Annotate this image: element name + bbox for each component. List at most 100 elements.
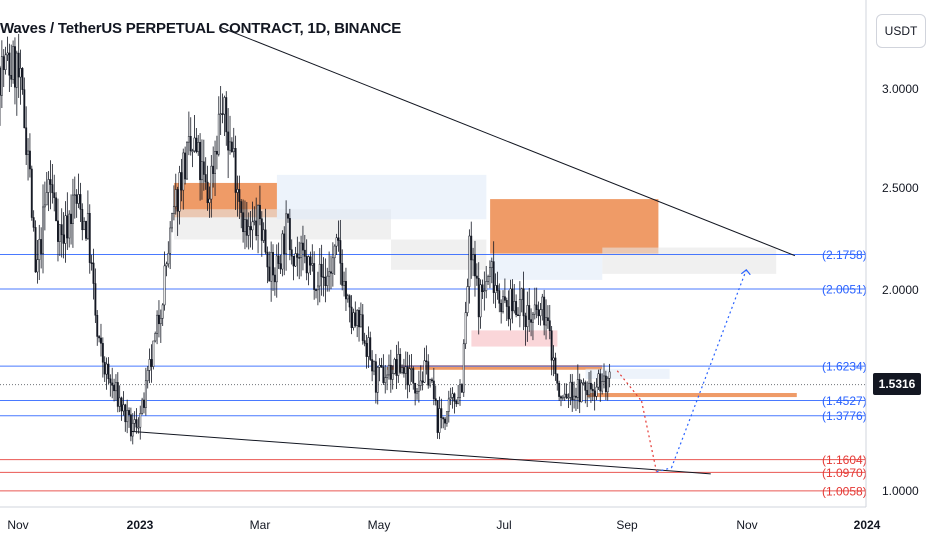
candle	[204, 157, 207, 190]
candle-body	[563, 393, 566, 398]
candle-body	[49, 179, 52, 185]
candle	[0, 40, 3, 109]
candle	[12, 40, 15, 84]
candle	[161, 303, 164, 327]
candle-body	[298, 257, 301, 259]
candle-body	[318, 263, 321, 287]
candle-body	[584, 382, 587, 391]
candle	[240, 199, 243, 229]
candle	[546, 305, 549, 329]
currency-button[interactable]: USDT	[876, 14, 926, 48]
candle-body	[386, 374, 389, 378]
candle-body	[161, 304, 164, 319]
candle-body	[485, 281, 488, 291]
candle-body	[447, 398, 450, 412]
candle	[556, 373, 559, 391]
candle	[541, 293, 544, 321]
candle-body	[64, 215, 67, 244]
projection-arrow-head	[740, 268, 751, 276]
candle-body	[158, 314, 160, 325]
candle-body	[429, 379, 432, 386]
candle	[275, 244, 278, 298]
candle	[264, 208, 267, 255]
candle	[2, 49, 5, 88]
candle-body	[66, 215, 69, 239]
candle-body	[266, 251, 269, 268]
candle-body	[176, 189, 179, 212]
candle-body	[114, 382, 117, 392]
candle	[470, 221, 473, 279]
candle	[10, 44, 13, 88]
candle	[369, 331, 372, 361]
candle	[58, 224, 61, 256]
candle	[30, 165, 33, 221]
candle	[245, 201, 248, 248]
candle-body	[546, 317, 549, 321]
candle-body	[165, 263, 168, 267]
candle	[19, 49, 22, 105]
candle-body	[270, 252, 273, 282]
candle-body	[186, 141, 188, 180]
candle	[23, 77, 26, 129]
candle-body	[462, 343, 465, 393]
candle	[257, 204, 260, 254]
candle-body	[459, 384, 461, 398]
candle-body	[15, 52, 18, 88]
candle	[53, 174, 56, 212]
candle	[589, 370, 592, 403]
candle	[580, 379, 583, 403]
candle	[199, 133, 202, 201]
candle-body	[156, 314, 159, 334]
candle	[412, 366, 415, 390]
candle	[502, 290, 504, 314]
candle-body	[313, 263, 316, 290]
candle-body	[432, 380, 435, 399]
candle-body	[300, 242, 303, 258]
candle-body	[356, 310, 359, 326]
candle	[494, 273, 497, 309]
candle	[113, 378, 116, 402]
candle	[83, 217, 86, 231]
candle-body	[530, 319, 533, 323]
candle-body	[358, 310, 360, 328]
candle-body	[260, 218, 263, 241]
candle-body	[0, 56, 3, 96]
candle	[182, 148, 185, 210]
candle-body	[217, 113, 220, 155]
candle-body	[464, 312, 467, 345]
candle-body	[389, 364, 392, 380]
candle-body	[154, 333, 157, 342]
candle	[247, 212, 250, 250]
candle-body	[589, 382, 592, 390]
zone-light-5	[490, 253, 603, 280]
candle	[133, 411, 136, 432]
candle-body	[402, 367, 405, 374]
candle	[215, 135, 218, 170]
candle	[303, 234, 306, 264]
candle	[442, 416, 445, 429]
level-label-5: (1.1604)	[822, 453, 867, 467]
candle-body	[513, 301, 516, 312]
candle	[532, 312, 534, 341]
candle	[451, 387, 454, 409]
candle-body	[36, 259, 39, 273]
candle	[28, 133, 31, 178]
candle	[32, 210, 35, 232]
candle-body	[305, 256, 308, 274]
candle-body	[141, 399, 144, 414]
candle	[27, 138, 30, 181]
candle	[174, 173, 177, 215]
candle	[290, 239, 293, 265]
candle	[535, 287, 538, 319]
candle-body	[374, 361, 377, 393]
candle	[227, 108, 230, 179]
candle-body	[488, 267, 491, 277]
candle	[47, 171, 50, 212]
candle	[419, 365, 422, 391]
candle	[212, 146, 215, 188]
candle-body	[303, 249, 306, 257]
candle-body	[565, 393, 568, 398]
candle-body	[171, 213, 173, 229]
